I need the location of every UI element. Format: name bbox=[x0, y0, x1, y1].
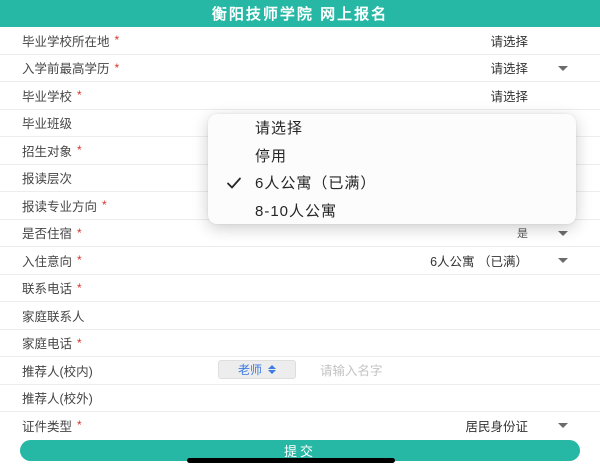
field-label: 报读专业方向 bbox=[22, 199, 98, 214]
option-label: 8-10人公寓 bbox=[255, 202, 338, 220]
required-marker: * bbox=[77, 225, 82, 240]
field-value[interactable]: 请选择 bbox=[490, 62, 528, 77]
row-referrer-external[interactable]: 推荐人(校外) bbox=[0, 384, 600, 412]
required-marker: * bbox=[77, 280, 82, 295]
field-label: 毕业学校所在地 bbox=[22, 34, 110, 49]
row-family-contact[interactable]: 家庭联系人 bbox=[0, 302, 600, 330]
row-graduate-school[interactable]: 毕业学校 * 请选择 bbox=[0, 82, 600, 110]
home-indicator-bar bbox=[187, 458, 395, 463]
chevron-down-icon bbox=[558, 65, 568, 71]
field-label: 家庭电话 bbox=[22, 337, 73, 352]
app-header: 衡阳技师学院 网上报名 bbox=[0, 0, 600, 27]
row-accommodation-intention[interactable]: 入住意向 * 6人公寓 （已满） bbox=[0, 247, 600, 275]
check-icon bbox=[227, 177, 241, 189]
chevron-down-icon bbox=[558, 423, 568, 429]
select-arrows-icon bbox=[268, 365, 276, 374]
row-highest-education[interactable]: 入学前最高学历 * 请选择 bbox=[0, 54, 600, 82]
referrer-type-select[interactable]: 老师 bbox=[218, 360, 296, 379]
required-marker: * bbox=[114, 60, 120, 75]
option-label: 请选择 bbox=[255, 120, 304, 138]
accommodation-options-popup: 请选择 停用 6人公寓（已满） 8-10人公寓 bbox=[208, 114, 576, 224]
field-label: 毕业班级 bbox=[22, 117, 73, 132]
row-referrer-internal[interactable]: 推荐人(校内) 老师 bbox=[0, 357, 600, 385]
referrer-type-value: 老师 bbox=[237, 363, 262, 377]
popup-option-8-10-person[interactable]: 8-10人公寓 bbox=[208, 197, 576, 225]
required-marker: * bbox=[77, 335, 82, 350]
row-id-type[interactable]: 证件类型 * 居民身份证 bbox=[0, 412, 600, 440]
option-label: 停用 bbox=[255, 147, 288, 165]
required-marker: * bbox=[77, 418, 82, 433]
row-contact-phone[interactable]: 联系电话 * bbox=[0, 274, 600, 302]
popup-option-6-person-full[interactable]: 6人公寓（已满） bbox=[208, 169, 576, 197]
field-label: 证件类型 bbox=[22, 419, 73, 434]
option-label: 6人公寓（已满） bbox=[255, 175, 377, 193]
submit-button[interactable]: 提交 bbox=[20, 440, 580, 461]
field-value[interactable]: 请选择 bbox=[490, 89, 528, 104]
field-label: 毕业学校 bbox=[22, 89, 73, 104]
field-label: 推荐人(校外) bbox=[22, 392, 93, 407]
required-marker: * bbox=[102, 198, 107, 213]
chevron-down-icon bbox=[558, 230, 568, 236]
required-marker: * bbox=[114, 33, 120, 48]
field-label: 招生对象 bbox=[22, 144, 73, 159]
field-value[interactable]: 是 bbox=[517, 227, 528, 240]
required-marker: * bbox=[77, 88, 82, 103]
field-value[interactable]: 居民身份证 bbox=[465, 419, 528, 434]
field-value[interactable]: 6人公寓 （已满） bbox=[430, 254, 528, 269]
required-marker: * bbox=[77, 253, 82, 268]
popup-option-please-select[interactable]: 请选择 bbox=[208, 114, 576, 142]
chevron-down-icon bbox=[558, 258, 568, 264]
registration-form: 毕业学校所在地 * 请选择 入学前最高学历 * 请选择 毕业学校 * 请选择 毕… bbox=[0, 27, 600, 440]
page-title: 衡阳技师学院 网上报名 bbox=[211, 6, 389, 23]
required-marker: * bbox=[77, 143, 82, 158]
field-label: 入学前最高学历 bbox=[22, 62, 110, 77]
row-family-phone[interactable]: 家庭电话 * bbox=[0, 329, 600, 357]
row-graduate-school-location[interactable]: 毕业学校所在地 * 请选择 bbox=[0, 27, 600, 55]
field-value[interactable]: 请选择 bbox=[490, 34, 528, 49]
referrer-name-input[interactable] bbox=[318, 359, 502, 383]
submit-area: 提交 bbox=[0, 437, 600, 464]
field-label: 报读层次 bbox=[22, 172, 73, 187]
popup-option-disabled[interactable]: 停用 bbox=[208, 142, 576, 170]
field-label: 联系电话 bbox=[22, 282, 73, 297]
row-boarding[interactable]: 是否住宿 * 是 bbox=[0, 219, 600, 247]
field-label: 是否住宿 bbox=[22, 227, 73, 242]
field-label: 入住意向 bbox=[22, 254, 73, 269]
field-label: 家庭联系人 bbox=[22, 309, 85, 324]
field-label: 推荐人(校内) bbox=[22, 364, 93, 379]
